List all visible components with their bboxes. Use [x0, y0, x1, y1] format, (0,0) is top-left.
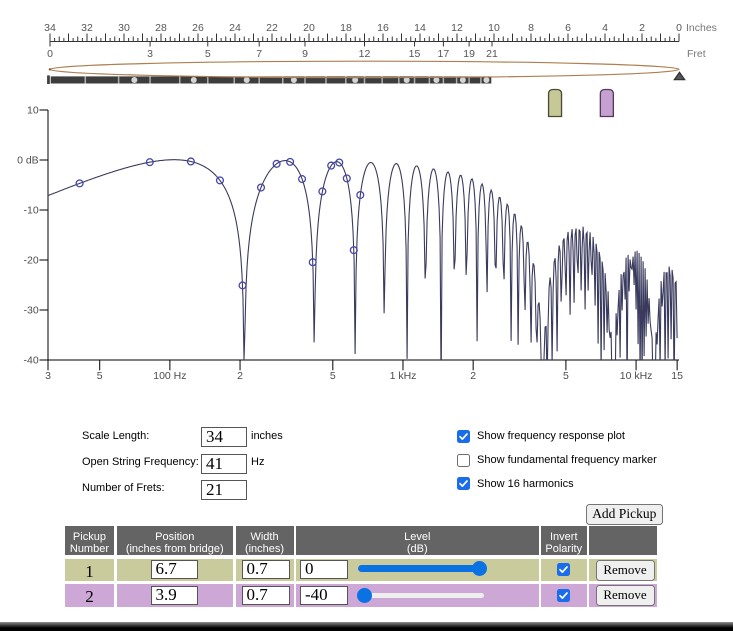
svg-text:5: 5	[97, 370, 103, 382]
svg-text:12: 12	[451, 22, 463, 34]
svg-text:5: 5	[563, 370, 569, 382]
svg-text:30: 30	[118, 22, 130, 34]
svg-text:9: 9	[302, 48, 308, 60]
svg-text:3: 3	[147, 48, 153, 60]
svg-text:0: 0	[676, 22, 682, 34]
svg-text:-30: -30	[24, 305, 39, 317]
svg-text:Inches: Inches	[686, 22, 717, 34]
svg-text:10: 10	[27, 105, 39, 117]
svg-text:26: 26	[192, 22, 204, 34]
svg-text:12: 12	[359, 48, 371, 60]
svg-text:14: 14	[414, 22, 426, 34]
svg-text:15: 15	[671, 370, 683, 382]
svg-text:24: 24	[229, 22, 241, 34]
svg-text:18: 18	[340, 22, 352, 34]
svg-text:2: 2	[237, 370, 243, 382]
svg-text:4: 4	[602, 22, 608, 34]
svg-text:-10: -10	[24, 205, 39, 217]
svg-text:7: 7	[256, 48, 262, 60]
svg-text:16: 16	[377, 22, 389, 34]
svg-text:5: 5	[330, 370, 336, 382]
svg-text:15: 15	[409, 48, 421, 60]
svg-text:6: 6	[565, 22, 571, 34]
svg-text:Fret: Fret	[687, 48, 706, 60]
svg-text:10: 10	[488, 22, 500, 34]
svg-text:10 kHz: 10 kHz	[620, 370, 653, 382]
svg-text:21: 21	[486, 48, 498, 60]
svg-text:32: 32	[81, 22, 93, 34]
svg-text:17: 17	[438, 48, 450, 60]
svg-text:3: 3	[45, 370, 51, 382]
svg-text:2: 2	[470, 370, 476, 382]
svg-text:34: 34	[44, 22, 56, 34]
svg-text:-20: -20	[24, 255, 39, 267]
svg-text:8: 8	[528, 22, 534, 34]
svg-text:28: 28	[155, 22, 167, 34]
svg-text:0 dB: 0 dB	[17, 155, 39, 167]
svg-text:20: 20	[303, 22, 315, 34]
svg-text:19: 19	[463, 48, 475, 60]
svg-text:-40: -40	[24, 355, 39, 367]
svg-text:100 Hz: 100 Hz	[153, 370, 186, 382]
svg-text:5: 5	[205, 48, 211, 60]
svg-text:2: 2	[639, 22, 645, 34]
svg-text:0: 0	[47, 48, 53, 60]
svg-text:22: 22	[266, 22, 278, 34]
svg-text:1 kHz: 1 kHz	[390, 370, 417, 382]
